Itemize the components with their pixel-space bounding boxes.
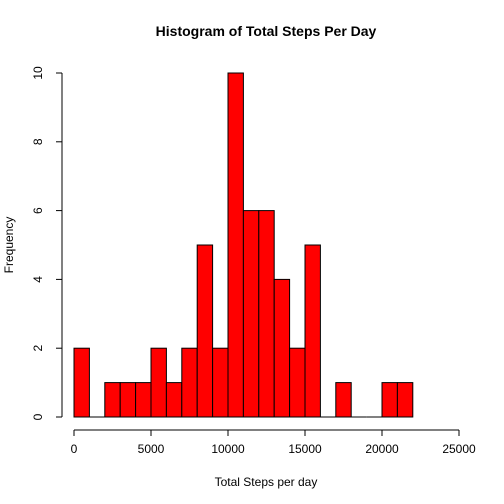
histogram-bar-14 (289, 347, 306, 418)
histogram-bar-10 (227, 72, 244, 418)
chart-title: Histogram of Total Steps Per Day (156, 23, 377, 39)
x-axis-label: Total Steps per day (215, 475, 318, 489)
x-tick-label-3: 15000 (288, 442, 322, 456)
histogram-bar-15 (304, 244, 321, 418)
y-axis: 0 2 4 6 8 10 (31, 66, 63, 420)
y-tick-label-4: 8 (31, 138, 45, 145)
y-tick-label-5: 10 (31, 66, 45, 80)
histogram-bar-3 (119, 382, 137, 418)
x-tick-label-0: 0 (71, 442, 78, 456)
histogram-bar-7 (181, 347, 198, 418)
histogram-bar-4 (135, 382, 152, 418)
y-tick-label-3: 6 (31, 207, 45, 214)
histogram-bar-9 (212, 347, 229, 418)
histogram-bar-8 (196, 244, 214, 418)
histogram-bar-11 (242, 210, 260, 418)
y-tick-label-2: 4 (31, 276, 45, 283)
x-tick-label-5: 25000 (442, 442, 476, 456)
x-tick-label-2: 10000 (211, 442, 245, 456)
histogram-bar-20 (381, 382, 398, 418)
histogram-bar-0 (73, 347, 90, 418)
bars-group (73, 72, 414, 418)
y-tick-label-0: 0 (31, 413, 45, 420)
histogram-bar-5 (150, 347, 167, 418)
histogram-bar-21 (396, 382, 414, 418)
histogram-bar-12 (258, 210, 275, 418)
x-tick-label-4: 20000 (365, 442, 399, 456)
y-tick-label-1: 2 (31, 345, 45, 352)
histogram-bar-13 (273, 278, 291, 418)
histogram-bar-6 (165, 382, 183, 418)
x-axis: 0 5000 10000 15000 20000 25000 (71, 429, 476, 456)
y-axis-label: Frequency (2, 217, 16, 274)
histogram-bar-2 (104, 382, 121, 418)
x-tick-label-1: 5000 (138, 442, 165, 456)
histogram-bar-17 (335, 382, 352, 418)
